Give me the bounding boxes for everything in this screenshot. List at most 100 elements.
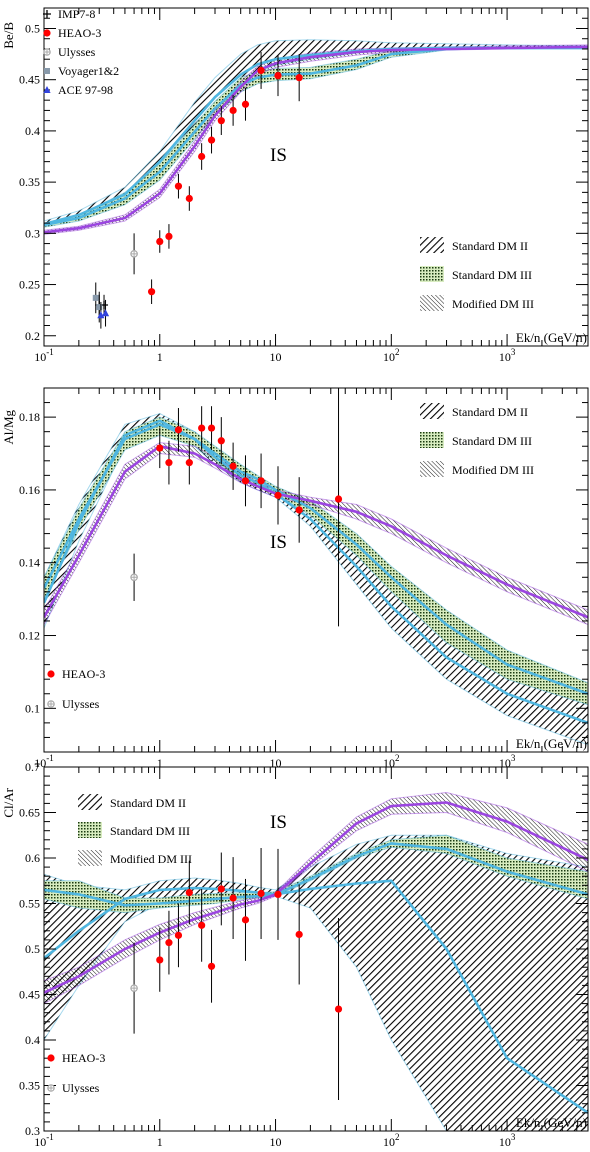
legend-swatch <box>420 461 444 477</box>
data-point <box>207 136 216 144</box>
legend-entry-label: Ulysses <box>62 697 100 711</box>
x-tick-label: 1 <box>157 1135 163 1149</box>
y-axis-label: Al/Mg <box>1 410 16 445</box>
data-point <box>96 304 103 311</box>
legend-marker <box>47 700 55 708</box>
data-point <box>185 194 193 203</box>
data-point <box>257 477 265 485</box>
data-point <box>241 916 250 924</box>
y-tick-label: 0.3 <box>25 1124 40 1138</box>
annotation-is: IS <box>270 145 287 166</box>
x-tick-label: 102 <box>383 1132 400 1149</box>
legend-swatch <box>420 295 444 311</box>
legend-entry-label: HEAO-3 <box>62 667 105 681</box>
legend-entry-label: Ulysses <box>62 1081 100 1095</box>
legend-entry-label: Standard DM III <box>452 268 532 282</box>
legend-swatch <box>420 266 444 282</box>
data-point <box>130 250 138 258</box>
legend-swatch <box>78 794 102 810</box>
x-tick-label: 10 <box>270 1135 282 1149</box>
y-axis: 0.3 0.35 0.4 0.45 0.5 0.55 0.6 0.65 0.7 <box>19 760 588 1138</box>
data-point <box>185 888 193 897</box>
y-axis: 0.1 0.12 0.14 0.16 0.18 <box>19 387 588 753</box>
band-center-line-2 <box>44 46 588 227</box>
data-point <box>198 424 206 432</box>
legend-swatch <box>78 850 102 866</box>
legend-entry-label: Standard DM III <box>110 824 190 838</box>
legend-marker <box>43 10 51 18</box>
y-tick-label: 0.45 <box>19 73 40 87</box>
x-axis: 10-1 1 10 102 103 <box>34 767 589 1149</box>
model-legend: Standard DM II Standard DM III Modified DM… <box>78 794 192 866</box>
legend-swatch <box>420 237 444 253</box>
band-1 <box>44 834 588 1131</box>
x-tick-label: 10-1 <box>34 753 54 770</box>
data-point <box>130 984 138 992</box>
data-point <box>198 921 206 929</box>
data-point <box>229 894 237 902</box>
data-point <box>97 311 105 319</box>
data-point <box>217 437 225 445</box>
legend-entry-label: Standard DM II <box>110 796 186 810</box>
legend-marker <box>47 1084 55 1092</box>
band-3 <box>44 44 588 235</box>
x-tick-label: 102 <box>383 347 400 364</box>
panel-3: 10-1 1 10 102 103 0.3 0.35 0.4 0.45 0.5 0.55 0.6 0.6… <box>1 760 589 1149</box>
y-tick-label: 0.65 <box>19 806 40 820</box>
data-point <box>257 66 265 75</box>
data-point <box>257 889 265 898</box>
legend-swatch <box>420 432 444 448</box>
x-axis-label: Ek/n (GeV/n) <box>516 736 587 751</box>
y-axis-label: Cl/Ar <box>1 787 16 817</box>
x-axis-label: Ek/n (GeV/n) <box>516 330 587 345</box>
data-point <box>274 890 282 899</box>
legend-entry-label: Modified DM III <box>110 852 192 866</box>
data-point <box>147 288 156 296</box>
experimental-points <box>92 52 303 329</box>
legend-swatch <box>420 403 444 419</box>
data-point <box>156 956 164 964</box>
bands <box>44 412 588 746</box>
x-tick-label: 10-1 <box>34 1132 54 1149</box>
annotation-is: IS <box>270 532 287 553</box>
y-tick-label: 0.6 <box>25 851 40 865</box>
band-3 <box>44 791 588 1005</box>
data-point <box>334 1005 343 1013</box>
y-tick-label: 0.12 <box>19 629 40 643</box>
legend-entry-label: HEAO-3 <box>62 1051 105 1065</box>
data-point <box>241 477 250 485</box>
data-point <box>295 74 303 82</box>
data-point <box>295 930 303 939</box>
data-point <box>174 182 183 190</box>
legend-marker <box>44 68 50 74</box>
band-center-line-1 <box>44 419 588 725</box>
y-tick-label: 0.1 <box>25 701 40 715</box>
data-point <box>174 426 183 434</box>
band-2 <box>44 46 588 228</box>
data-point <box>198 152 206 161</box>
data-point <box>207 424 216 432</box>
data-point <box>274 491 282 499</box>
data-point <box>229 462 237 470</box>
data-point <box>229 106 237 115</box>
y-tick-label: 0.4 <box>25 1033 40 1047</box>
y-tick-label: 0.5 <box>25 21 40 35</box>
data-point <box>101 309 110 317</box>
model-legend: Standard DM II Standard DM III Modified DM… <box>420 237 534 311</box>
y-tick-label: 0.2 <box>25 329 40 343</box>
y-tick-label: 0.18 <box>19 410 40 424</box>
legend-entry-label: Modified DM III <box>452 463 534 477</box>
panel-1: 10-1 1 10 102 103 0.2 0.25 0.3 0.35 0.4 0.45 0.5 Be/… <box>1 7 589 364</box>
y-tick-label: 0.35 <box>19 175 40 189</box>
experimental-points <box>130 388 343 627</box>
data-point <box>185 459 193 467</box>
x-tick-label: 1 <box>157 756 163 770</box>
data-point <box>130 573 138 582</box>
x-axis: 10-1 1 10 102 103 <box>34 388 589 770</box>
data-point <box>241 100 250 108</box>
y-tick-label: 0.45 <box>19 988 40 1002</box>
legend-swatch <box>78 822 102 838</box>
data-point <box>156 444 164 452</box>
legend-marker <box>47 670 55 678</box>
